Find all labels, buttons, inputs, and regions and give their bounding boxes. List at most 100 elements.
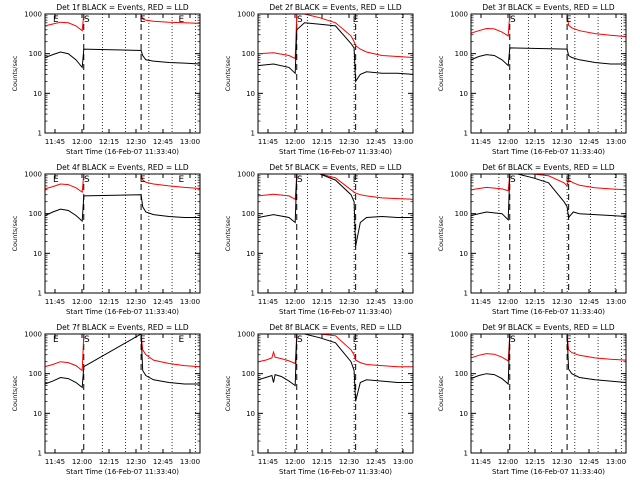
y-tick-label: 1000 [450, 171, 468, 179]
x-tick-label: 12:45 [366, 298, 386, 306]
x-tick-label: 12:15 [525, 458, 545, 466]
x-tick-label: 13:00 [606, 298, 626, 306]
y-tick-label: 10 [33, 410, 42, 418]
y-tick-label: 1 [38, 130, 42, 138]
x-tick-label: 12:15 [99, 458, 119, 466]
x-tick-label: 12:00 [72, 298, 92, 306]
x-axis-label: Start Time (16-Feb-07 11:33:40) [66, 148, 179, 156]
x-tick-label: 12:00 [285, 138, 305, 146]
events-series-line [258, 22, 413, 83]
events-series-line [258, 334, 413, 402]
x-tick-label: 11:45 [471, 138, 491, 146]
plot-area [471, 14, 626, 133]
y-tick-label: 10 [246, 250, 255, 258]
lld-series-line [45, 334, 200, 372]
events-series-line [45, 334, 200, 389]
x-tick-label: 12:30 [339, 458, 359, 466]
x-tick-label: 12:00 [72, 458, 92, 466]
y-axis-label: Counts/sec [224, 215, 232, 251]
y-axis-label: Counts/sec [437, 55, 445, 91]
lld-series-line [45, 14, 200, 32]
x-tick-label: 12:45 [153, 298, 173, 306]
y-tick-label: 1 [38, 450, 42, 458]
x-tick-label: 12:30 [339, 138, 359, 146]
x-tick-label: 12:45 [579, 298, 599, 306]
y-tick-label: 1 [464, 130, 468, 138]
x-tick-label: 12:30 [552, 458, 572, 466]
events-series-line [471, 47, 626, 67]
y-axis-label: Counts/sec [224, 55, 232, 91]
y-tick-label: 1000 [237, 331, 255, 339]
y-axis-label: Counts/sec [11, 375, 19, 411]
y-tick-label: 1 [464, 290, 468, 298]
x-tick-label: 12:45 [153, 458, 173, 466]
events-series-line [471, 334, 626, 386]
x-axis-label: Start Time (16-Feb-07 11:33:40) [279, 148, 392, 156]
plot-area [258, 334, 413, 453]
panel-det-8: Det 8f BLACK = Events, RED = LLD Counts/s… [224, 323, 414, 476]
y-tick-label: 100 [29, 210, 42, 218]
y-tick-label: 100 [455, 50, 468, 58]
y-tick-label: 1 [251, 450, 255, 458]
x-tick-label: 12:00 [285, 298, 305, 306]
x-tick-label: 13:00 [393, 458, 413, 466]
marker-label: E [53, 175, 59, 185]
plot-area [258, 14, 413, 133]
panel-det-2: Det 2f BLACK = Events, RED = LLD Counts/s… [224, 3, 414, 156]
x-tick-label: 12:00 [498, 138, 518, 146]
lld-series-line [471, 174, 626, 192]
y-tick-label: 1000 [24, 11, 42, 19]
x-tick-label: 11:45 [471, 458, 491, 466]
x-tick-label: 12:15 [99, 138, 119, 146]
panel-det-4: Det 4f BLACK = Events, RED = LLD Counts/s… [11, 163, 201, 316]
x-tick-label: 11:45 [258, 458, 278, 466]
marker-label: E [566, 175, 572, 185]
y-tick-label: 1 [464, 450, 468, 458]
x-tick-label: 12:30 [552, 138, 572, 146]
x-tick-label: 13:00 [180, 138, 200, 146]
x-axis-label: Start Time (16-Feb-07 11:33:40) [492, 148, 605, 156]
x-tick-label: 11:45 [258, 298, 278, 306]
x-tick-label: 12:15 [525, 138, 545, 146]
marker-label: S [510, 175, 516, 185]
y-tick-label: 1 [251, 130, 255, 138]
x-tick-label: 12:15 [312, 458, 332, 466]
events-series-line [471, 174, 626, 221]
y-axis-label: Counts/sec [224, 375, 232, 411]
marker-label: E [179, 15, 185, 25]
plot-frame [44, 173, 201, 294]
lld-series-line [45, 174, 200, 194]
x-tick-label: 11:45 [45, 138, 65, 146]
y-tick-label: 1000 [237, 11, 255, 19]
plot-frame [470, 333, 627, 454]
marker-label: E [140, 15, 146, 25]
panel-det-5: Det 5f BLACK = Events, RED = LLD Counts/s… [224, 163, 414, 316]
marker-label: E [140, 175, 146, 185]
y-tick-label: 10 [246, 410, 255, 418]
y-tick-label: 1 [38, 290, 42, 298]
chart-title: Det 8f BLACK = Events, RED = LLD [269, 323, 402, 332]
y-tick-label: 1000 [24, 331, 42, 339]
x-tick-label: 12:15 [312, 138, 332, 146]
marker-label: S [84, 175, 90, 185]
x-tick-label: 12:45 [366, 138, 386, 146]
x-tick-label: 12:45 [366, 458, 386, 466]
x-tick-label: 13:00 [180, 458, 200, 466]
panel-det-6: Det 6f BLACK = Events, RED = LLD Counts/s… [437, 163, 627, 316]
x-tick-label: 13:00 [180, 298, 200, 306]
y-axis-label: Counts/sec [437, 375, 445, 411]
x-tick-label: 12:15 [525, 298, 545, 306]
y-tick-label: 10 [33, 250, 42, 258]
x-tick-label: 12:45 [153, 138, 173, 146]
chart-title: Det 3f BLACK = Events, RED = LLD [482, 3, 615, 12]
x-tick-label: 12:15 [312, 298, 332, 306]
x-tick-label: 11:45 [45, 298, 65, 306]
y-tick-label: 1000 [450, 331, 468, 339]
x-axis-label: Start Time (16-Feb-07 11:33:40) [492, 308, 605, 316]
chart-title: Det 5f BLACK = Events, RED = LLD [269, 163, 402, 172]
y-axis-label: Counts/sec [11, 215, 19, 251]
plot-area [45, 14, 200, 133]
plot-area [45, 174, 200, 293]
y-axis-label: Counts/sec [11, 55, 19, 91]
